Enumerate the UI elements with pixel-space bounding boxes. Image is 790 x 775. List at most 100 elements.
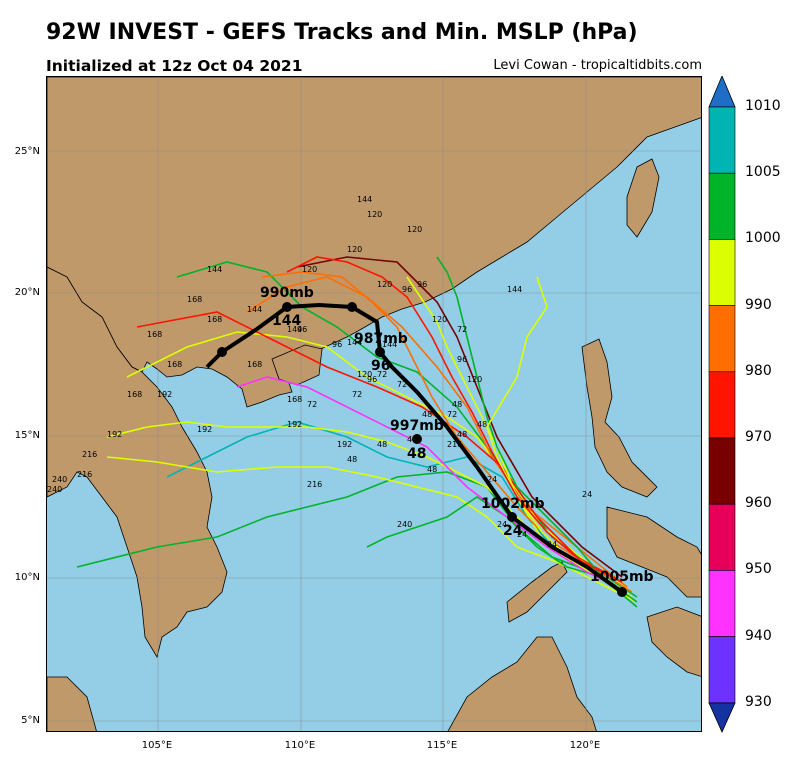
mean-point-120h: [347, 302, 357, 312]
member-hour-label: 72: [447, 410, 457, 419]
hour-label-96: 96: [371, 358, 390, 374]
colorbar-segment: [708, 570, 736, 637]
mslp-label-1002: 1002mb: [481, 496, 545, 512]
hour-label-144: 144: [272, 313, 301, 329]
lon-label-105e: 105°E: [141, 740, 173, 751]
colorbar-segment: [708, 106, 736, 174]
member-hour-label: 24: [497, 520, 507, 529]
lat-label-25n: 25°N: [14, 146, 40, 157]
mean-point-96h: [375, 347, 385, 357]
member-hour-label: 216: [307, 480, 322, 489]
member-hour-label: 48: [422, 410, 432, 419]
mean-point-48h: [412, 434, 422, 444]
colorbar-segment: [708, 503, 736, 571]
mslp-label-990: 990mb: [260, 285, 314, 301]
hour-label-24: 24: [503, 523, 523, 539]
credit: Levi Cowan - tropicaltidbits.com: [493, 58, 702, 73]
mslp-label-987: 987mb: [354, 331, 408, 347]
member-hour-label: 192: [287, 420, 302, 429]
member-hour-label: 168: [127, 390, 142, 399]
member-hour-label: 120: [302, 265, 317, 274]
member-hour-label: 120: [357, 370, 372, 379]
member-hour-label: 48: [427, 465, 437, 474]
member-hour-label: 72: [352, 390, 362, 399]
colorbar-tick-label: 930: [745, 693, 772, 710]
colorbar-tick-label: 1000: [745, 230, 781, 247]
member-hour-label: 144: [382, 340, 397, 349]
member-hour-label: 120: [407, 225, 422, 234]
member-hour-label: 144: [287, 325, 302, 334]
member-track: [166, 421, 638, 603]
member-hour-label: 144: [357, 195, 372, 204]
lat-label-5n: 5°N: [21, 715, 40, 726]
member-hour-label: 24: [487, 475, 497, 484]
member-track: [366, 496, 638, 603]
member-track: [236, 376, 628, 593]
colorbar-top-arrow: [708, 76, 736, 108]
visayas-islands: [606, 506, 701, 598]
member-hour-label: 192: [157, 390, 172, 399]
colorbar-segment: [708, 172, 736, 240]
member-track: [106, 456, 638, 603]
colorbar-segment: [708, 239, 736, 306]
member-hour-label: 144: [207, 265, 222, 274]
colorbar: [708, 76, 736, 733]
member-hour-label: 72: [377, 370, 387, 379]
mean-point-168h: [217, 347, 227, 357]
colorbar-tick-label: 970: [745, 429, 772, 445]
member-track: [296, 256, 623, 578]
palawan-island: [506, 561, 568, 623]
mean-point-24h: [507, 512, 517, 522]
member-hour-label: 120: [467, 375, 482, 384]
member-hour-label: 168: [247, 360, 262, 369]
colorbar-tick-label: 980: [745, 362, 772, 379]
colorbar-tick-label: 990: [745, 296, 772, 313]
member-hour-label: 240: [52, 475, 67, 484]
member-hour-label: 144: [507, 285, 522, 294]
malay-peninsula: [47, 676, 97, 731]
borneo-land: [447, 636, 597, 731]
member-hour-label: 96: [417, 280, 427, 289]
member-hour-label: 144: [247, 305, 262, 314]
colorbar-tick-label: 940: [745, 627, 772, 644]
mindanao-island: [646, 606, 701, 677]
member-hour-label: 24: [582, 490, 592, 499]
lon-label-115e: 115°E: [426, 740, 458, 751]
hour-label-48: 48: [407, 446, 426, 462]
colorbar-segment: [708, 437, 736, 505]
mean-track: [205, 302, 627, 597]
member-hour-label: 96: [367, 375, 377, 384]
mean-point-144h: [282, 302, 292, 312]
colorbar-segment: [708, 305, 736, 373]
member-hour-label: 48: [457, 430, 467, 439]
member-hour-label: 216: [447, 440, 462, 449]
member-track: [436, 256, 638, 608]
mslp-label-1005: 1005mb: [590, 569, 654, 585]
member-hour-label: 168: [167, 360, 182, 369]
member-track: [136, 311, 623, 583]
colorbar-tick-label: 950: [745, 561, 772, 578]
member-hour-label: 96: [402, 285, 412, 294]
member-hour-label: 192: [337, 440, 352, 449]
member-hour-label: 120: [367, 210, 382, 219]
indochina-land: [47, 266, 228, 659]
lat-label-15n: 15°N: [14, 430, 40, 441]
hainan-island: [271, 344, 323, 386]
lat-label-10n: 10°N: [14, 572, 40, 583]
member-track: [286, 256, 623, 583]
member-hour-label: 48: [347, 455, 357, 464]
member-hour-label: 168: [187, 295, 202, 304]
member-labels: 2424242424484848484848484872727272727296…: [47, 195, 592, 549]
chart-title: 92W INVEST - GEFS Tracks and Min. MSLP (…: [46, 20, 638, 45]
member-hour-label: 168: [147, 330, 162, 339]
member-hour-label: 168: [287, 395, 302, 404]
grid-lines: [47, 77, 701, 731]
luzon-island: [581, 338, 658, 498]
member-hour-label: 48: [477, 420, 487, 429]
member-hour-label: 240: [397, 520, 412, 529]
colorbar-segments: [708, 106, 736, 704]
member-hour-label: 120: [377, 280, 392, 289]
member-hour-label: 120: [432, 315, 447, 324]
member-hour-label: 168: [207, 315, 222, 324]
map-svg: 2424242424484848484848484872727272727296…: [47, 77, 701, 731]
